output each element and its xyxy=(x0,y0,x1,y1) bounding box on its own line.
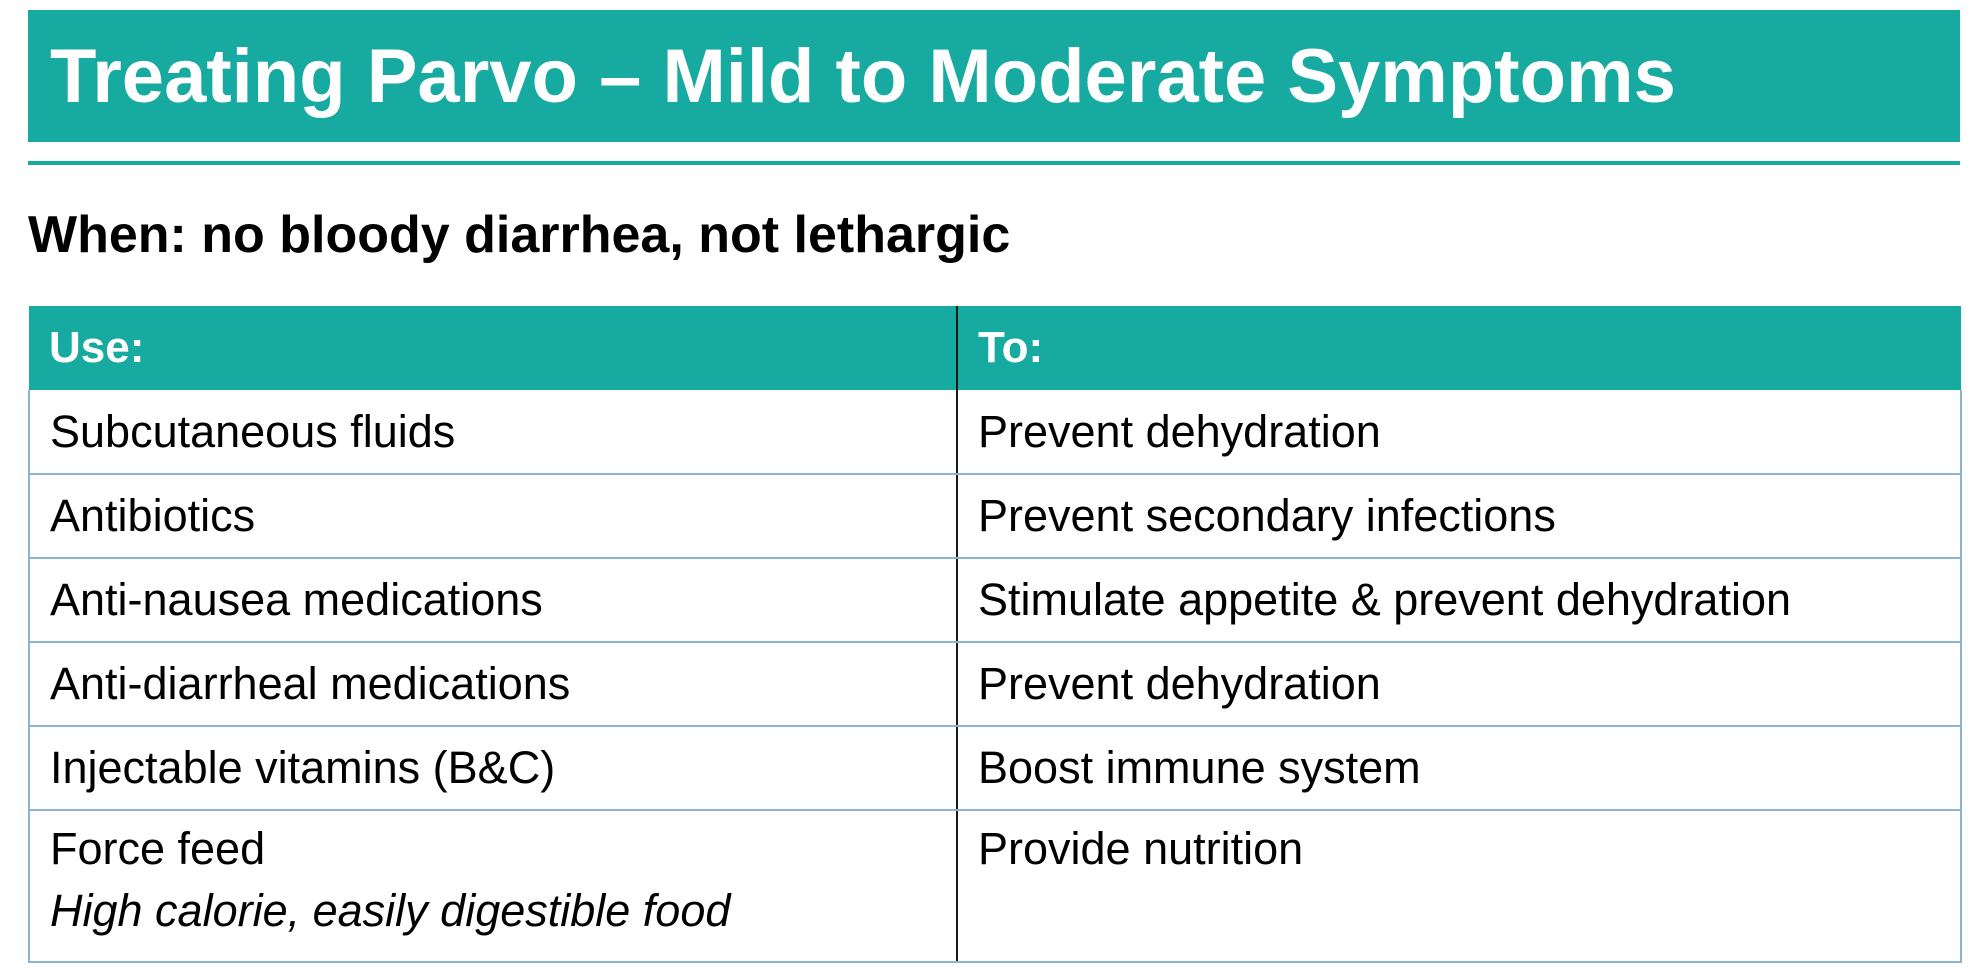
use-cell: Force feed High calorie, easily digestib… xyxy=(28,810,957,963)
slide-title: Treating Parvo – Mild to Moderate Sympto… xyxy=(50,33,1676,119)
table-row: Force feed High calorie, easily digestib… xyxy=(28,810,1962,963)
table-row: Anti-diarrheal medications Prevent dehyd… xyxy=(28,642,1962,727)
table-header-row: Use: To: xyxy=(29,306,1961,390)
purpose-cell: Provide nutrition xyxy=(956,810,1962,963)
table-row: Anti-nausea medications Stimulate appeti… xyxy=(28,558,1962,643)
header-to: To: xyxy=(956,306,1961,390)
purpose-cell: Boost immune system xyxy=(956,726,1962,811)
use-cell: Injectable vitamins (B&C) xyxy=(28,726,957,811)
title-underline xyxy=(28,161,1960,165)
use-cell: Anti-diarrheal medications xyxy=(28,642,957,727)
use-cell: Antibiotics xyxy=(28,474,957,559)
table-row: Subcutaneous fluids Prevent dehydration xyxy=(28,390,1962,475)
use-cell-note: High calorie, easily digestible food xyxy=(50,885,731,936)
use-cell: Subcutaneous fluids xyxy=(28,390,957,475)
treatment-table: Use: To: Subcutaneous fluids Prevent deh… xyxy=(28,306,1962,963)
use-cell: Anti-nausea medications xyxy=(28,558,957,643)
purpose-cell: Stimulate appetite & prevent dehydration xyxy=(956,558,1962,643)
slide-subtitle: When: no bloody diarrhea, not lethargic xyxy=(28,206,1011,264)
purpose-cell: Prevent secondary infections xyxy=(956,474,1962,559)
purpose-cell: Prevent dehydration xyxy=(956,390,1962,475)
header-use: Use: xyxy=(29,306,957,390)
table-row: Injectable vitamins (B&C) Boost immune s… xyxy=(28,726,1962,811)
table-row: Antibiotics Prevent secondary infections xyxy=(28,474,1962,559)
purpose-cell: Prevent dehydration xyxy=(956,642,1962,727)
use-cell-text: Force feed xyxy=(50,823,266,874)
title-banner: Treating Parvo – Mild to Moderate Sympto… xyxy=(28,10,1960,142)
